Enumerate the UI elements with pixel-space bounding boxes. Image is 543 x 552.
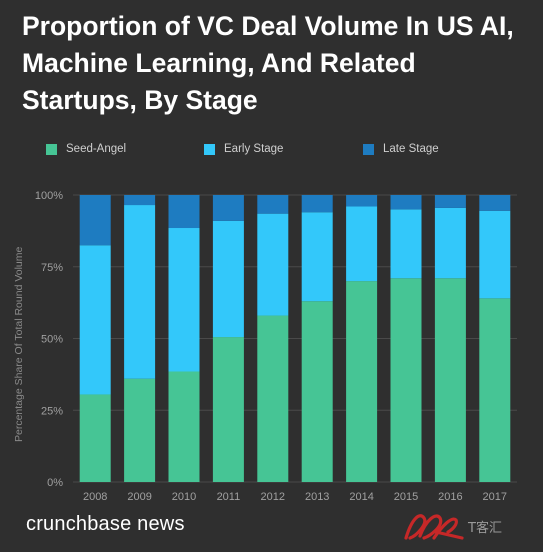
bar-late-stage-2012 <box>257 195 289 214</box>
bar-early-stage-2010 <box>168 228 200 372</box>
bar-late-stage-2009 <box>124 195 156 206</box>
legend-label-seed-angel: Seed-Angel <box>66 143 127 155</box>
legend-swatch-early-stage <box>204 143 215 155</box>
bar-seed-angel-2013 <box>301 301 333 482</box>
legend-swatch-seed-angel <box>46 143 57 155</box>
x-tick-label: 2012 <box>261 491 285 503</box>
bar-early-stage-2008 <box>79 245 111 395</box>
x-tick-label: 2009 <box>127 491 151 503</box>
x-tick-label: 2015 <box>394 491 418 503</box>
bar-early-stage-2016 <box>434 207 466 279</box>
legend-swatch-late-stage <box>363 143 374 155</box>
bar-seed-angel-2017 <box>479 298 511 482</box>
chart-area: 0% 25% 50% 75% 100% 2008 2009 2010 2011 2012 2013 2… <box>0 180 543 510</box>
y-tick-label: 100% <box>35 190 63 202</box>
legend-item-seed-angel: Seed-Angel <box>46 143 126 155</box>
legend-label-late-stage: Late Stage <box>383 143 439 155</box>
watermark-text: T客汇 <box>467 520 502 536</box>
bar-late-stage-2010 <box>168 195 200 229</box>
bar-early-stage-2012 <box>257 213 289 316</box>
legend-item-late-stage: Late Stage <box>363 143 439 155</box>
bar-early-stage-2017 <box>479 210 511 299</box>
bar-seed-angel-2010 <box>168 371 200 482</box>
x-tick-label: 2014 <box>349 491 373 503</box>
bar-early-stage-2014 <box>346 206 378 282</box>
bar-early-stage-2011 <box>212 220 244 338</box>
bar-seed-angel-2011 <box>212 337 244 482</box>
chart-title: Proportion of VC Deal Volume In US AI, M… <box>22 11 514 115</box>
y-tick-label: 0% <box>47 477 63 489</box>
bar-late-stage-2014 <box>346 195 378 207</box>
y-tick-label: 25% <box>41 405 63 417</box>
bar-seed-angel-2015 <box>390 278 422 482</box>
watermark-logo: T客汇 <box>404 514 502 540</box>
x-tick-label: 2017 <box>483 491 507 503</box>
y-tick-label: 50% <box>41 334 63 346</box>
bar-seed-angel-2009 <box>124 378 156 482</box>
bar-early-stage-2015 <box>390 209 422 279</box>
bar-late-stage-2015 <box>390 195 422 210</box>
stacked-bar-chart: 0% 25% 50% 75% 100% 2008 2009 2010 2011 2012 2013 2… <box>35 190 517 503</box>
bar-late-stage-2013 <box>301 195 333 213</box>
x-tick-label: 2011 <box>217 491 241 503</box>
bar-late-stage-2008 <box>79 195 111 246</box>
x-tick-label: 2008 <box>83 491 107 503</box>
legend: Seed-Angel Early Stage Late Stage <box>0 143 543 161</box>
y-tick-label: 75% <box>41 262 63 274</box>
bar-seed-angel-2012 <box>257 315 289 482</box>
bar-early-stage-2009 <box>124 205 156 379</box>
x-tick-label: 2010 <box>172 491 196 503</box>
brand-footer: crunchbase news <box>26 513 185 535</box>
x-tick-label: 2016 <box>438 491 462 503</box>
bar-early-stage-2013 <box>301 212 333 302</box>
bar-seed-angel-2016 <box>434 278 466 482</box>
watermark-signature-mark <box>404 514 464 540</box>
bar-late-stage-2011 <box>212 195 244 221</box>
bar-late-stage-2016 <box>434 195 466 208</box>
legend-label-early-stage: Early Stage <box>224 143 284 155</box>
bar-seed-angel-2008 <box>79 394 111 482</box>
legend-item-early-stage: Early Stage <box>204 143 283 155</box>
x-tick-label: 2013 <box>305 491 329 503</box>
bar-late-stage-2017 <box>479 195 511 211</box>
bar-seed-angel-2014 <box>346 281 378 482</box>
